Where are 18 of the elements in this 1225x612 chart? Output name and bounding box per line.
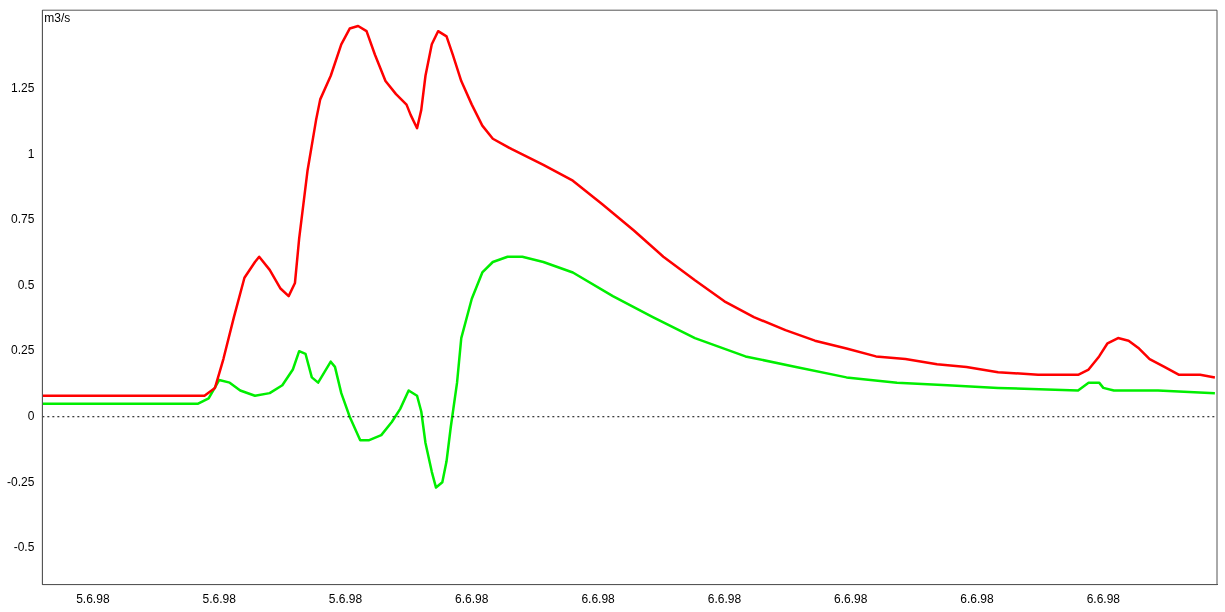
- y-tick-label: 1.25: [10, 81, 35, 96]
- x-tick-label: 6.6.98: [581, 592, 616, 607]
- x-tick-label: 6.6.98: [707, 592, 742, 607]
- x-tick-label: 6.6.98: [1086, 592, 1121, 607]
- x-tick-label: 5.6.98: [328, 592, 363, 607]
- x-tick-label: 6.6.98: [834, 592, 868, 607]
- y-tick-label: 1: [27, 146, 35, 161]
- x-tick-label: 6.6.98: [455, 592, 489, 607]
- y-tick-label: 0.75: [10, 212, 35, 227]
- x-tick-label: 6.6.98: [960, 592, 995, 607]
- y-tick-label: -0.25: [6, 474, 35, 489]
- y-axis-title: m3/s: [44, 10, 71, 25]
- y-tick-label: 0.25: [10, 343, 35, 358]
- y-tick-label: 0: [27, 409, 35, 424]
- y-tick-label: 0.5: [17, 277, 35, 292]
- x-tick-label: 5.6.98: [76, 592, 110, 607]
- y-tick-label: -0.5: [13, 540, 35, 555]
- x-tick-label: 5.6.98: [202, 592, 237, 607]
